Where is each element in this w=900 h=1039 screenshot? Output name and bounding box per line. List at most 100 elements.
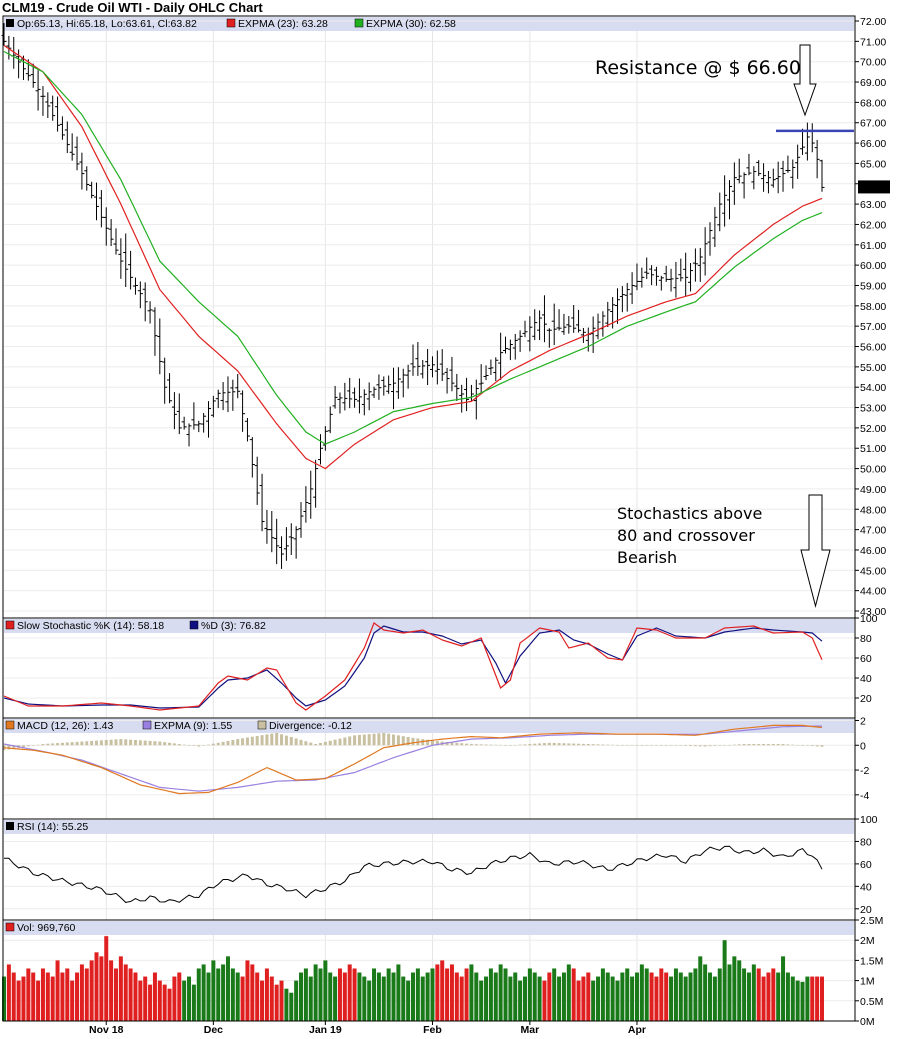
macd-divergence-bar (294, 738, 298, 746)
volume-bar (639, 964, 644, 1021)
macd-divergence-bar (46, 743, 50, 746)
volume-bar (537, 976, 542, 1021)
macd-divergence-bar (640, 745, 644, 746)
macd-divergence-bar (494, 744, 498, 746)
volume-bar (615, 980, 620, 1021)
price-y-tick-label: 58.00 (860, 301, 886, 313)
volume-bar (347, 964, 352, 1021)
macd-divergence-bar (504, 745, 508, 746)
volume-bar (16, 980, 21, 1021)
macd-divergence-bar (85, 741, 89, 746)
macd-divergence-bar (231, 739, 235, 746)
macd-divergence-bar (163, 742, 167, 746)
x-tick-label: Feb (423, 1024, 442, 1036)
volume-bar (820, 976, 824, 1021)
volume-bar (435, 964, 440, 1021)
macd-divergence-bar (766, 744, 770, 746)
volume-bar (143, 976, 148, 1021)
macd-divergence-bar (221, 741, 225, 746)
macd-divergence-bar (450, 742, 454, 746)
legend-macd: MACD (12, 26): 1.43 (17, 720, 113, 732)
volume-bar (60, 972, 65, 1021)
volume-bar (678, 972, 683, 1021)
macd-divergence-bar (489, 744, 493, 746)
legend-macd-signal: EXPMA (9): 1.55 (154, 720, 232, 732)
macd-divergence-bar (36, 744, 40, 746)
volume-bar (177, 972, 182, 1021)
macd-divergence-bar (635, 745, 639, 746)
macd-divergence-bar (333, 739, 337, 746)
volume-bar (21, 976, 26, 1021)
rsi-y-tick-label: 40 (860, 881, 872, 893)
volume-bar (464, 968, 469, 1021)
volume-bar (245, 960, 250, 1021)
price-y-tick-label: 45.00 (860, 565, 886, 577)
volume-bar (240, 976, 245, 1021)
price-y-tick-label: 69.00 (860, 77, 886, 89)
vol-y-tick-label: 2M (860, 935, 875, 947)
macd-divergence-bar (114, 739, 118, 746)
volume-bar (303, 968, 308, 1021)
volume-bar (810, 976, 815, 1021)
price-y-tick-label: 70.00 (860, 57, 886, 69)
volume-bar (381, 976, 386, 1021)
volume-bar (411, 972, 415, 1021)
macd-divergence-bar (168, 742, 172, 746)
volume-bar (308, 976, 313, 1021)
vol-y-tick-label: 0.5M (860, 996, 883, 1008)
macd-divergence-bar (474, 744, 478, 746)
volume-bar (644, 968, 649, 1021)
macd-divergence-bar (172, 743, 176, 746)
legend-stoch-k: Slow Stochastic %K (14): 58.18 (17, 620, 164, 632)
volume-bar (372, 968, 377, 1021)
legend-divergence: Divergence: -0.12 (269, 720, 352, 732)
volume-bar (449, 964, 454, 1021)
macd-divergence-bar (581, 743, 585, 746)
macd-divergence-bar (241, 738, 245, 746)
legend-swatch-macd-signal (142, 720, 152, 730)
volume-bar (698, 956, 703, 1021)
macd-divergence-bar (801, 745, 805, 746)
volume-bar (596, 976, 601, 1021)
macd-divergence-bar (56, 743, 60, 746)
macd-divergence-bar (460, 743, 464, 746)
macd-divergence-bar (65, 742, 69, 746)
volume-bar (201, 964, 206, 1021)
macd-divergence-bar (406, 737, 410, 746)
volume-bar (337, 968, 342, 1021)
macd-divergence-bar (771, 744, 775, 746)
volume-bar (649, 972, 654, 1021)
volume-bar (138, 980, 143, 1021)
volume-bar (45, 972, 50, 1021)
macd-divergence-bar (80, 741, 84, 746)
macd-divergence-bar (353, 735, 357, 746)
volume-bar (625, 968, 630, 1021)
last-close-label: 63.82 (860, 182, 886, 194)
volume-bar (289, 992, 294, 1021)
macd-divergence-bar (367, 734, 371, 746)
vol-y-tick-label: 1M (860, 976, 875, 988)
legend-swatch-stoch-k (5, 620, 15, 630)
rsi-y-tick-label: 60 (860, 859, 872, 871)
volume-bar (182, 980, 187, 1021)
legend-swatch-ema30 (354, 18, 364, 28)
volume-bar (211, 960, 216, 1021)
volume-bar (333, 976, 338, 1021)
volume-bar (294, 980, 299, 1021)
macd-divergence-bar (401, 736, 405, 746)
volume-bar (576, 980, 581, 1021)
volume-bar (225, 956, 230, 1021)
volume-bar (26, 968, 31, 1021)
volume-bar (279, 980, 284, 1021)
volume-bar (459, 976, 464, 1021)
legend-swatch-macd (5, 720, 15, 730)
volume-bar (420, 976, 425, 1021)
volume-bar (55, 960, 60, 1021)
vol-y-tick-label: 2.5M (860, 915, 883, 927)
volume-bar (216, 968, 221, 1021)
macd-divergence-bar (703, 745, 707, 747)
macd-divergence-bar (742, 744, 746, 746)
macd-divergence-bar (445, 741, 449, 746)
volume-bar (737, 960, 742, 1021)
macd-divergence-bar (392, 734, 396, 746)
